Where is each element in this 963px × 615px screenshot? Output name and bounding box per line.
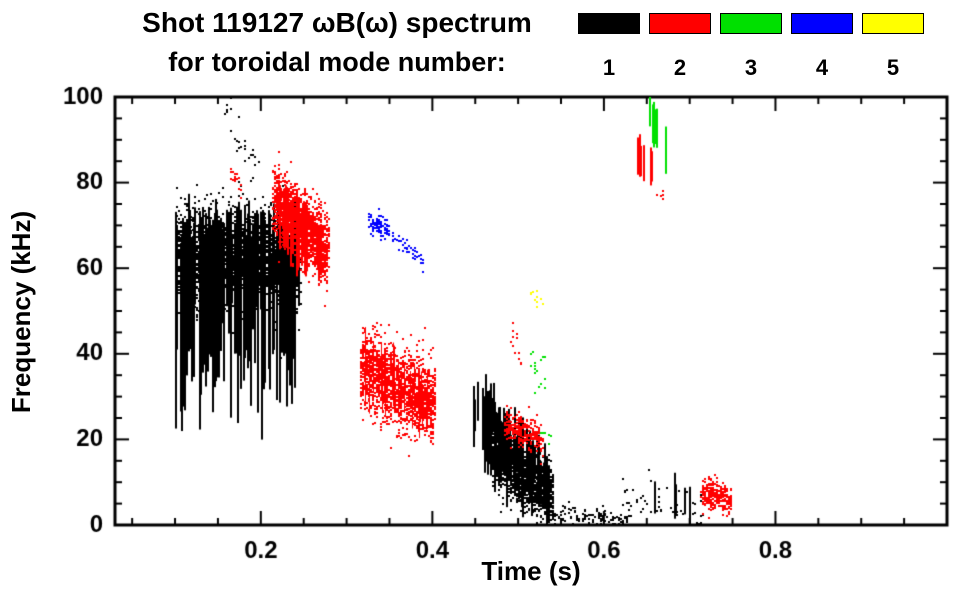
legend-swatch-mode-4 (791, 13, 853, 34)
legend-number-mode-4: 4 (815, 55, 829, 80)
x-axis-label: Time (s) (481, 556, 581, 586)
legend-numbers: 1 2 3 4 5 (578, 55, 930, 81)
legend-number-mode-1: 1 (602, 55, 616, 80)
legend-swatch-mode-5 (862, 13, 924, 34)
chart-title-line1: Shot 119127 ωB(ω) spectrum (142, 7, 532, 38)
legend-swatch-mode-3 (720, 13, 782, 34)
y-axis-label: Frequency (kHz) (6, 210, 36, 414)
mode-legend: 1 2 3 4 5 (578, 13, 930, 81)
legend-swatch-mode-1 (578, 13, 640, 34)
chart-title: Shot 119127 ωB(ω) spectrum for toroidal … (97, 6, 577, 78)
legend-swatches (578, 13, 930, 34)
legend-swatch-mode-2 (649, 13, 711, 34)
legend-number-mode-2: 2 (673, 55, 687, 80)
legend-number-mode-5: 5 (886, 55, 900, 80)
legend-number-mode-3: 3 (744, 55, 758, 80)
chart-title-line2: for toroidal mode number: (168, 47, 506, 77)
